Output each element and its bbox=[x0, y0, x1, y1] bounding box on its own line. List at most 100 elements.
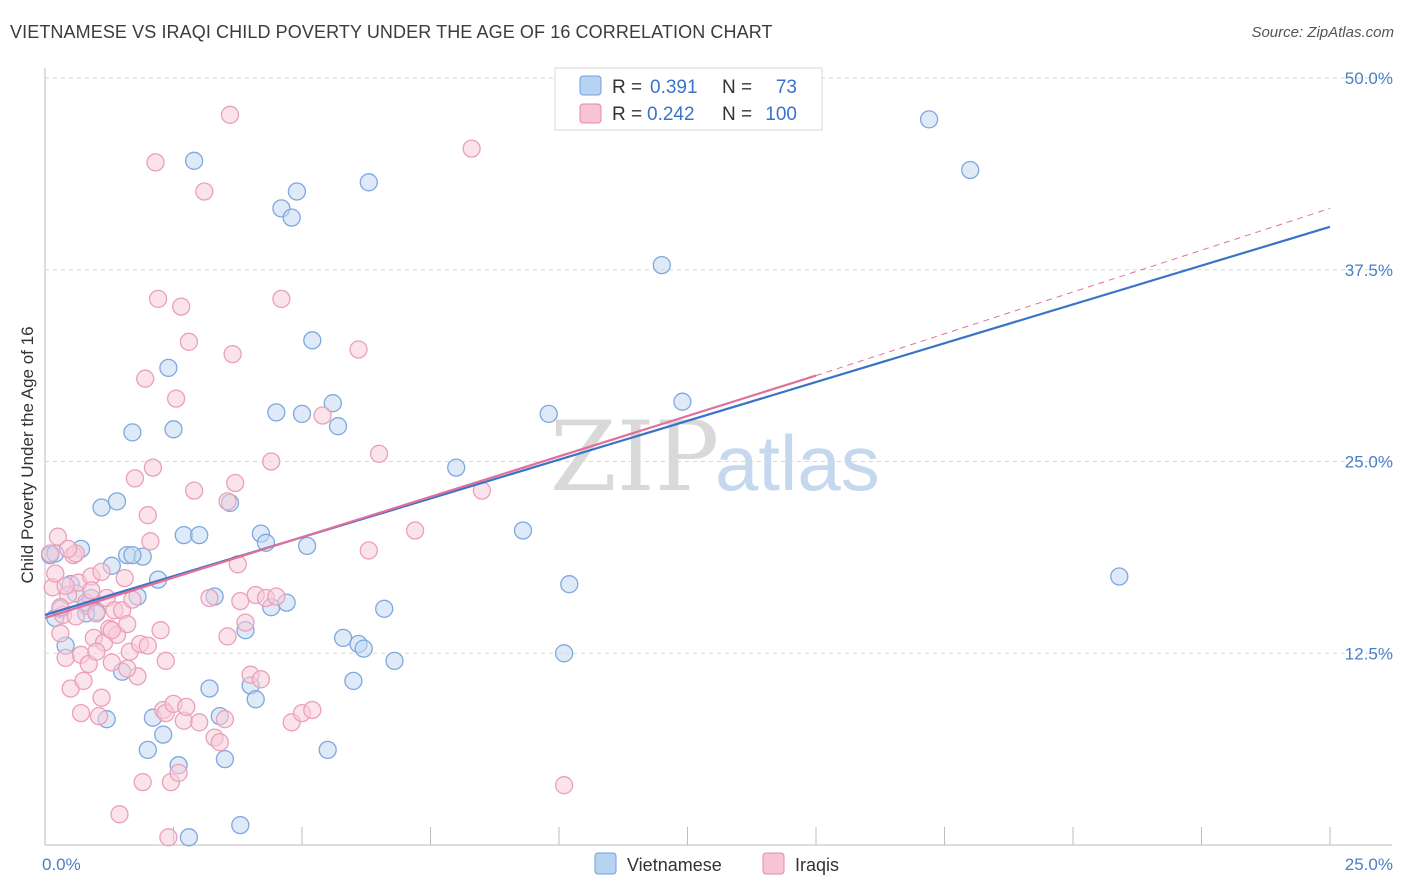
iraqis-point bbox=[349, 340, 368, 359]
iraqis-point bbox=[148, 289, 168, 309]
chart-source: Source: ZipAtlas.com bbox=[1251, 24, 1394, 41]
iraqis-point bbox=[123, 590, 142, 609]
iraqis-point bbox=[179, 332, 199, 351]
vietnamese-point bbox=[328, 417, 348, 436]
iraqis-point bbox=[87, 642, 106, 661]
vietnamese-point bbox=[154, 725, 173, 744]
iraqis-point bbox=[184, 481, 204, 500]
chart-title: VIETNAMESE VS IRAQI CHILD POVERTY UNDER … bbox=[10, 22, 773, 42]
legend-n-value-vietnamese: 73 bbox=[776, 77, 797, 98]
iraqis-point bbox=[115, 568, 134, 588]
vietnamese-point bbox=[554, 644, 574, 663]
iraqis-point bbox=[218, 627, 237, 646]
iraqis-point bbox=[151, 621, 170, 640]
vietnamese-point bbox=[673, 392, 692, 411]
iraqis-point bbox=[92, 688, 111, 707]
y-tick-label: 25.0% bbox=[1345, 453, 1393, 472]
bottom-legend-swatch-vietnamese bbox=[594, 852, 617, 875]
iraqis-trend-line-extension bbox=[815, 207, 1331, 377]
legend-n-value-iraqis: 100 bbox=[765, 104, 797, 125]
iraqis-point bbox=[369, 444, 389, 463]
iraqis-point bbox=[92, 562, 111, 582]
iraqis-point bbox=[118, 614, 137, 634]
legend-r-label-vietnamese: R = bbox=[612, 77, 642, 98]
legend-r-label-iraqis: R = bbox=[612, 104, 642, 125]
iraqis-point bbox=[51, 624, 70, 643]
x-tick-label-min: 0.0% bbox=[42, 855, 81, 874]
iraqis-point bbox=[133, 772, 152, 792]
iraqis-point bbox=[267, 587, 286, 606]
vietnamese-point bbox=[123, 423, 142, 442]
iraqis-point bbox=[138, 636, 157, 655]
vietnamese-point bbox=[138, 740, 157, 760]
vietnamese-point bbox=[447, 458, 466, 477]
vietnamese-point bbox=[297, 536, 317, 556]
iraqis-point bbox=[118, 659, 137, 678]
iraqis-point bbox=[405, 521, 425, 540]
vietnamese-point bbox=[323, 394, 342, 413]
iraqis-point bbox=[156, 651, 175, 671]
iraqis-point bbox=[190, 713, 209, 732]
y-tick-label: 50.0% bbox=[1345, 69, 1393, 88]
vietnamese-point bbox=[560, 575, 579, 594]
iraqis-point bbox=[71, 703, 91, 723]
vietnamese-point bbox=[184, 151, 204, 170]
vietnamese-point bbox=[344, 671, 363, 691]
iraqis-point bbox=[462, 139, 481, 158]
legend-n-label-iraqis: N = bbox=[722, 104, 752, 125]
vietnamese-point bbox=[318, 740, 337, 760]
top-legend: R = 0.391 N = 73 R = 0.242 N = 100 bbox=[554, 67, 823, 131]
legend-swatch-vietnamese bbox=[579, 75, 602, 96]
iraqis-point bbox=[220, 105, 240, 124]
vietnamese-point bbox=[215, 749, 235, 769]
legend-swatch-iraqis bbox=[579, 103, 602, 124]
vietnamese-point bbox=[354, 639, 373, 658]
iraqis-point bbox=[200, 588, 219, 608]
legend-r-value-vietnamese: 0.391 bbox=[650, 77, 698, 98]
iraqis-point bbox=[226, 473, 245, 493]
y-tick-label: 37.5% bbox=[1345, 261, 1393, 280]
iraqis-point bbox=[125, 469, 145, 488]
y-axis-label: Child Poverty Under the Age of 16 bbox=[18, 326, 37, 583]
y-tick-label: 12.5% bbox=[1345, 644, 1393, 663]
trend-layer bbox=[44, 207, 1331, 620]
iraqis-point bbox=[272, 289, 291, 309]
iraqis-point bbox=[138, 506, 157, 525]
iraqis-point bbox=[56, 576, 75, 595]
iraqis-point bbox=[48, 527, 68, 546]
vietnamese-point bbox=[123, 545, 142, 565]
x-tick-label-max: 25.0% bbox=[1345, 855, 1393, 874]
iraqis-point bbox=[166, 389, 186, 408]
iraqis-point bbox=[177, 697, 196, 717]
vietnamese-point bbox=[246, 690, 265, 709]
vietnamese-point bbox=[292, 404, 312, 424]
vietnamese-point bbox=[539, 404, 558, 424]
vietnamese-point bbox=[375, 599, 394, 618]
vietnamese-point bbox=[200, 679, 219, 698]
iraqis-point bbox=[554, 776, 574, 795]
bottom-legend-label-vietnamese: Vietnamese bbox=[627, 855, 722, 875]
vietnamese-point bbox=[1110, 567, 1129, 586]
vietnamese-point bbox=[961, 160, 980, 180]
iraqis-point bbox=[46, 564, 65, 583]
vietnamese-point bbox=[385, 651, 404, 671]
iraqis-point bbox=[58, 539, 78, 559]
iraqis-point bbox=[262, 452, 281, 471]
iraqis-point bbox=[56, 648, 75, 668]
vietnamese-point bbox=[303, 331, 322, 350]
iraqis-point bbox=[102, 653, 121, 672]
axis-layer: 12.5% 25.0% 37.5% 50.0% 0.0% 25.0% bbox=[42, 68, 1393, 874]
iraqis-point bbox=[110, 805, 129, 824]
vietnamese-point bbox=[174, 525, 193, 545]
iraqis-point bbox=[102, 621, 121, 640]
vietnamese-point bbox=[652, 255, 671, 275]
vietnamese-point bbox=[231, 815, 250, 835]
vietnamese-point bbox=[164, 420, 183, 439]
vietnamese-point bbox=[190, 525, 209, 545]
iraqis-trend-line bbox=[44, 374, 817, 620]
vietnamese-point bbox=[179, 828, 199, 847]
iraqis-point bbox=[236, 613, 255, 632]
iraqis-point bbox=[303, 700, 322, 720]
vietnamese-point bbox=[282, 208, 301, 227]
